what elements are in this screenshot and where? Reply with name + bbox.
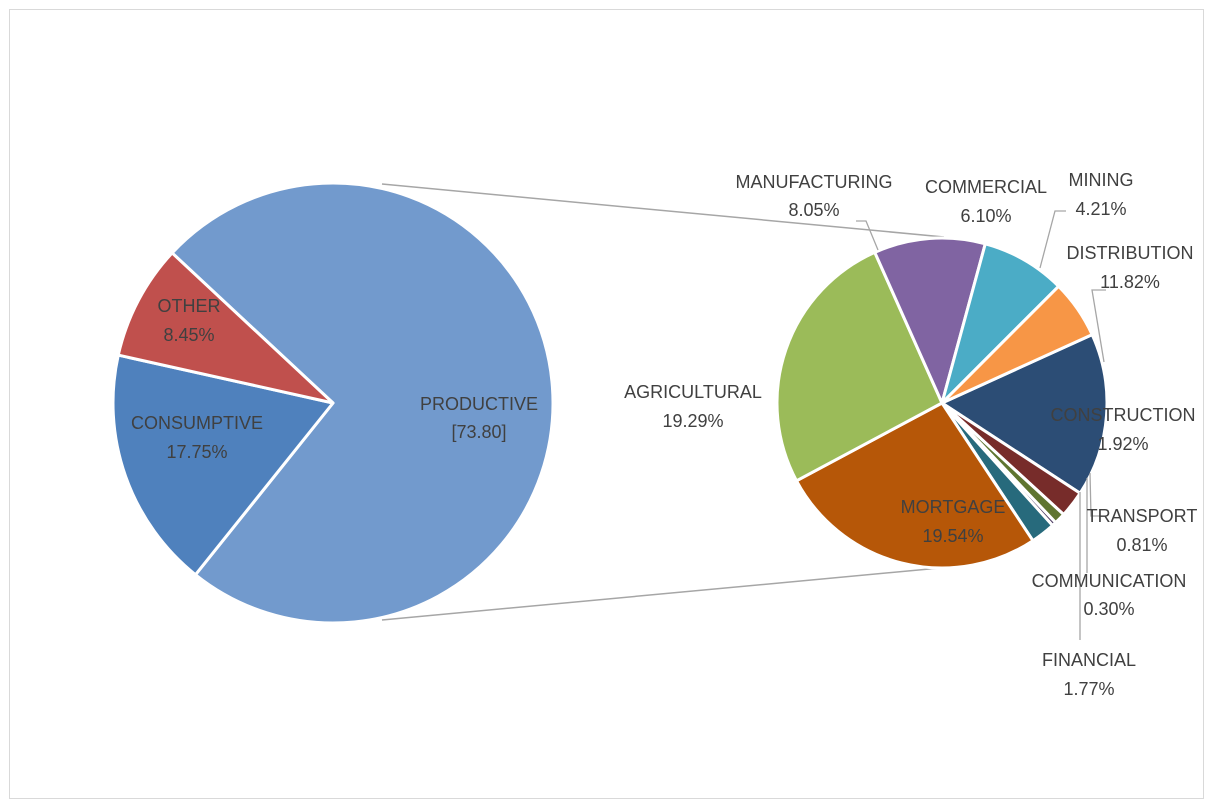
label-mortgage-value: 19.54% bbox=[922, 526, 983, 546]
leader-line-mining bbox=[1039, 210, 1066, 269]
label-productive-value: [73.80] bbox=[451, 422, 506, 442]
connector-lines bbox=[381, 183, 945, 621]
connector-line-top bbox=[381, 183, 945, 238]
slice-other bbox=[116, 251, 335, 405]
label-financial-value: 1.77% bbox=[1063, 679, 1114, 699]
label-construction-value: 1.92% bbox=[1097, 434, 1148, 454]
leader-line-transport bbox=[1089, 472, 1106, 517]
secondary-pie bbox=[775, 236, 1109, 570]
connector-line-bottom bbox=[381, 567, 941, 621]
slice-agricultural bbox=[775, 250, 944, 483]
leader-line-manufacturing bbox=[856, 220, 879, 251]
label-distribution-name: DISTRIBUTION bbox=[1066, 243, 1193, 263]
label-commercial-value: 6.10% bbox=[960, 206, 1011, 226]
slice-commercial bbox=[940, 242, 1061, 405]
slice-manufacturing bbox=[873, 236, 987, 405]
label-distribution-value: 11.82% bbox=[1100, 272, 1160, 292]
slice-productive bbox=[170, 181, 555, 625]
slice-mortgage bbox=[794, 401, 1035, 570]
label-communication-value: 0.30% bbox=[1083, 599, 1134, 619]
main-pie bbox=[111, 181, 555, 625]
slice-mining bbox=[940, 284, 1094, 405]
label-consumptive-value: 17.75% bbox=[166, 442, 227, 462]
label-agricultural-value: 19.29% bbox=[662, 411, 723, 431]
leader-line-distribution bbox=[1091, 289, 1106, 363]
label-commercial-name: COMMERCIAL bbox=[925, 177, 1047, 197]
label-transport-value: 0.81% bbox=[1116, 535, 1167, 555]
label-consumptive-name: CONSUMPTIVE bbox=[131, 413, 263, 433]
data-labels: PRODUCTIVE [73.80] CONSUMPTIVE 17.75% OT… bbox=[131, 170, 1197, 699]
slice-consumptive bbox=[111, 353, 335, 577]
label-other-name: OTHER bbox=[158, 296, 221, 316]
label-manufacturing-value: 8.05% bbox=[788, 200, 839, 220]
leader-lines bbox=[856, 210, 1106, 640]
label-mining-value: 4.21% bbox=[1075, 199, 1126, 219]
label-mining-name: MINING bbox=[1069, 170, 1134, 190]
label-other-value: 8.45% bbox=[163, 325, 214, 345]
label-manufacturing-name: MANUFACTURING bbox=[736, 172, 893, 192]
label-transport-name: TRANSPORT bbox=[1087, 506, 1198, 526]
label-agricultural-name: AGRICULTURAL bbox=[624, 382, 762, 402]
label-financial-name: FINANCIAL bbox=[1042, 650, 1136, 670]
label-mortgage-name: MORTGAGE bbox=[901, 497, 1006, 517]
label-construction-name: CONSTRUCTION bbox=[1051, 405, 1196, 425]
label-communication-name: COMMUNICATION bbox=[1032, 571, 1187, 591]
label-productive-name: PRODUCTIVE bbox=[420, 394, 538, 414]
